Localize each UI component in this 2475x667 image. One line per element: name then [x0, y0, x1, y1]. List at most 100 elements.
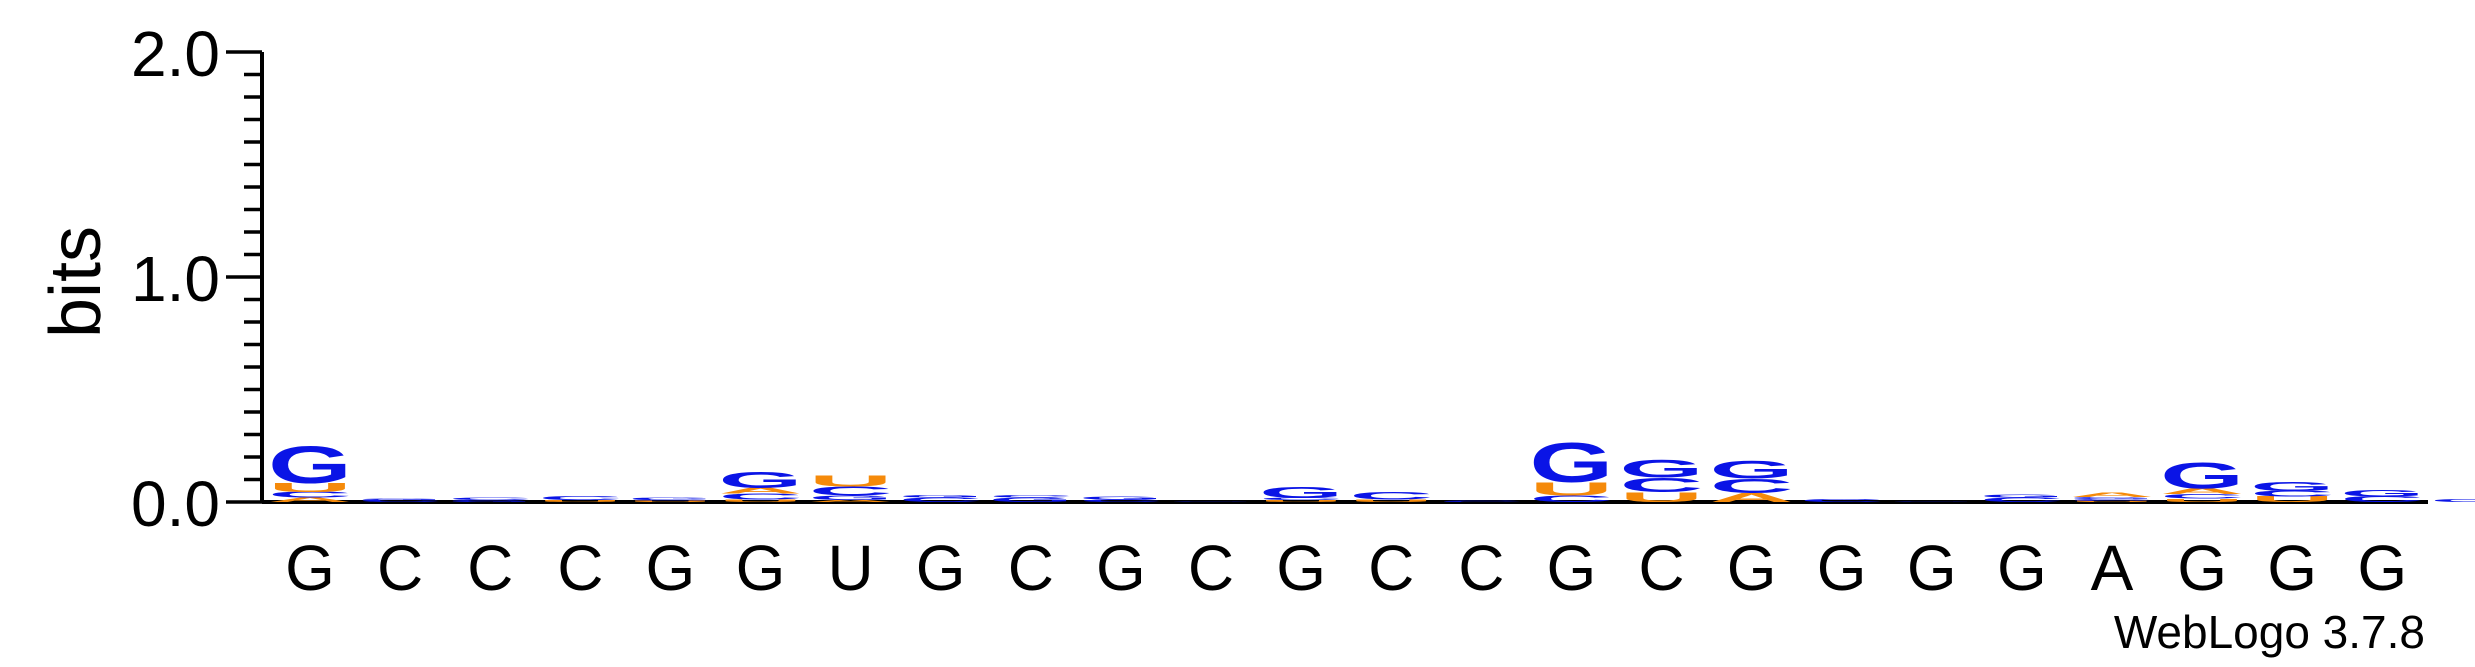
logo-letter: C: [809, 484, 893, 498]
weblogo-watermark: WebLogo 3.7.8: [2114, 606, 2425, 658]
logo-letter: C: [1800, 498, 1884, 503]
logo-letter: U: [1620, 489, 1704, 505]
logo-letter: C: [1529, 494, 1613, 504]
logo-column: UCG: [628, 497, 712, 503]
logo-letter: U: [1529, 478, 1613, 499]
x-tick-label: C: [377, 532, 423, 604]
logo-letter: C: [718, 492, 802, 501]
logo-letter: G: [358, 498, 442, 500]
y-axis: 0.0 1.0 2.0: [131, 18, 2428, 540]
logo-letter: U: [1259, 500, 1343, 503]
x-tick-label: C: [1188, 532, 1234, 604]
x-tick-label: G: [2357, 532, 2407, 604]
logo-letter: C: [1980, 496, 2064, 503]
logo-letter: G: [1890, 501, 1974, 502]
logo-letter: G: [2430, 498, 2475, 503]
logo-letter: U: [2070, 501, 2154, 503]
x-tick-label: C: [1458, 532, 1504, 604]
logo-letter: U: [809, 472, 893, 490]
logo-letter: U: [2250, 495, 2334, 504]
x-tick-label: G: [1907, 532, 1957, 604]
x-tick-label: C: [467, 532, 513, 604]
y-tick-label: 0.0: [131, 468, 220, 540]
x-tick-label: C: [1008, 532, 1054, 604]
logo-letter: G: [268, 435, 352, 494]
logo-letter: U: [1349, 499, 1433, 503]
logo-letter: C: [1079, 499, 1163, 503]
x-tick-label: G: [916, 532, 966, 604]
y-axis-label: bits: [36, 226, 116, 338]
x-tick-label: G: [1997, 532, 2047, 604]
logo-letter: G: [1079, 495, 1163, 500]
x-tick-label: G: [736, 532, 786, 604]
logo-column: GC: [989, 494, 1073, 503]
logo-column: C: [1800, 498, 1884, 503]
x-tick-label: G: [2267, 532, 2317, 604]
logo-column: CG: [1079, 495, 1163, 503]
logo-column: GC: [448, 496, 532, 502]
logo-column: CUG: [1529, 431, 1613, 504]
logo-letter: C: [1259, 497, 1343, 500]
logo-letter: C: [1619, 473, 1703, 496]
logo-letter: C: [2340, 495, 2424, 504]
x-tick-label: C: [1638, 532, 1684, 604]
logo-column: CG: [1980, 493, 2064, 503]
logo-column: CG: [899, 494, 983, 503]
logo-letter: C: [899, 496, 983, 503]
logo-column: CG: [2340, 488, 2424, 504]
logo-letter: C: [1349, 489, 1433, 501]
logo-letter: G: [2250, 480, 2334, 494]
logo-letter: C: [358, 499, 442, 502]
logo-letter: G: [719, 467, 803, 493]
logo-letter: U: [628, 500, 712, 502]
logo-column: G: [1890, 501, 1974, 502]
x-tick-label: G: [1547, 532, 1597, 604]
logo-letter: C: [2160, 493, 2244, 500]
logo-letter: G: [628, 497, 712, 500]
logo-letter: U: [2160, 498, 2244, 503]
logo-column: UCG: [1259, 484, 1343, 503]
logo-letter: A: [809, 499, 893, 502]
logo-column: G: [1169, 501, 1253, 502]
logo-letter: A: [2070, 491, 2154, 498]
logo-letter: G: [2340, 488, 2424, 498]
logo-column: UCG: [1619, 455, 1703, 505]
logo-letter: U: [538, 500, 622, 503]
x-tick-label: G: [2177, 532, 2227, 604]
x-tick-label: G: [1727, 532, 1777, 604]
logo-letter: G: [1169, 501, 1253, 502]
logo-letter: C: [268, 490, 352, 499]
logo-letter: A: [268, 496, 352, 503]
x-tick-label: G: [646, 532, 696, 604]
logo-letter: C: [1439, 501, 1523, 503]
x-tick-label: G: [1276, 532, 1326, 604]
logo-letter: C: [448, 496, 532, 500]
logo-letter: G: [2070, 496, 2154, 499]
logo-letter: C: [989, 494, 1073, 498]
logo-column: UC: [538, 495, 622, 502]
logo-letter: G: [1529, 431, 1613, 494]
logo-letter: G: [2160, 455, 2244, 497]
logo-column: G: [2430, 498, 2475, 503]
x-tick-label: G: [1096, 532, 1146, 604]
logo-letter: U: [268, 481, 352, 495]
logo-letter: A: [1710, 491, 1794, 505]
x-tick-label: C: [557, 532, 603, 604]
logo-letter: C: [2250, 489, 2334, 498]
logo-column: UCG: [2250, 480, 2334, 504]
logo-column: C: [1439, 501, 1523, 503]
logo-letter: C: [2070, 499, 2154, 502]
logo-column: CG: [358, 498, 442, 503]
logo-letter: G: [899, 494, 983, 498]
logo-letter: G: [448, 499, 532, 502]
logo-letter: G: [989, 496, 1073, 503]
x-tick-label: A: [2091, 532, 2134, 604]
logo-letter: C: [538, 495, 622, 501]
